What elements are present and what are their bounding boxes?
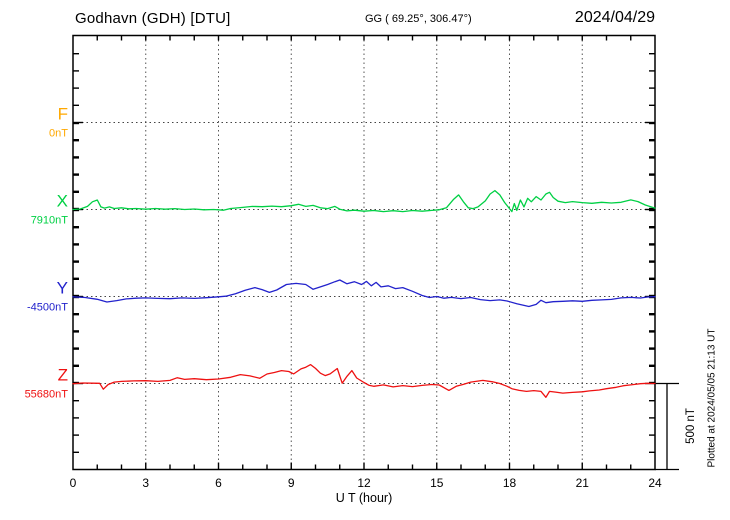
x-tick-label-0: 0: [69, 476, 77, 490]
x-tick-label-12: 12: [357, 476, 371, 490]
scale-bar-label: 500 nT: [685, 408, 697, 444]
plot-frame: [72, 34, 656, 471]
plotted-timestamp: Plotted at 2024/05/05 21:13 UT: [706, 328, 718, 468]
channel-letter-F: F: [57, 104, 68, 123]
channel-letter-X: X: [56, 191, 68, 210]
channel-letter-Y: Y: [56, 278, 68, 297]
x-tick-label-21: 21: [575, 476, 589, 490]
station-coordinates: GG ( 69.25°, 306.47°): [365, 13, 472, 25]
x-tick-label-3: 3: [142, 476, 150, 490]
channel-letter-Z: Z: [57, 365, 68, 384]
trace-Z: [72, 363, 656, 398]
channel-baseline-X: 7910nT: [30, 214, 68, 226]
channel-baseline-Y: -4500nT: [27, 301, 68, 313]
x-axis-title: U T (hour): [335, 491, 393, 505]
channel-baseline-F: 0nT: [49, 127, 68, 139]
plot-date: 2024/04/29: [574, 9, 655, 26]
x-tick-label-24: 24: [648, 476, 662, 490]
x-tick-label-6: 6: [215, 476, 222, 490]
x-tick-label-9: 9: [287, 476, 295, 490]
channel-baseline-Z: 55680nT: [24, 388, 68, 400]
station-title: Godhavn (GDH) [DTU]: [75, 10, 231, 27]
trace-Y: [72, 279, 656, 308]
x-tick-label-18: 18: [502, 476, 517, 490]
x-tick-label-15: 15: [430, 476, 444, 490]
trace-X: [72, 189, 656, 213]
